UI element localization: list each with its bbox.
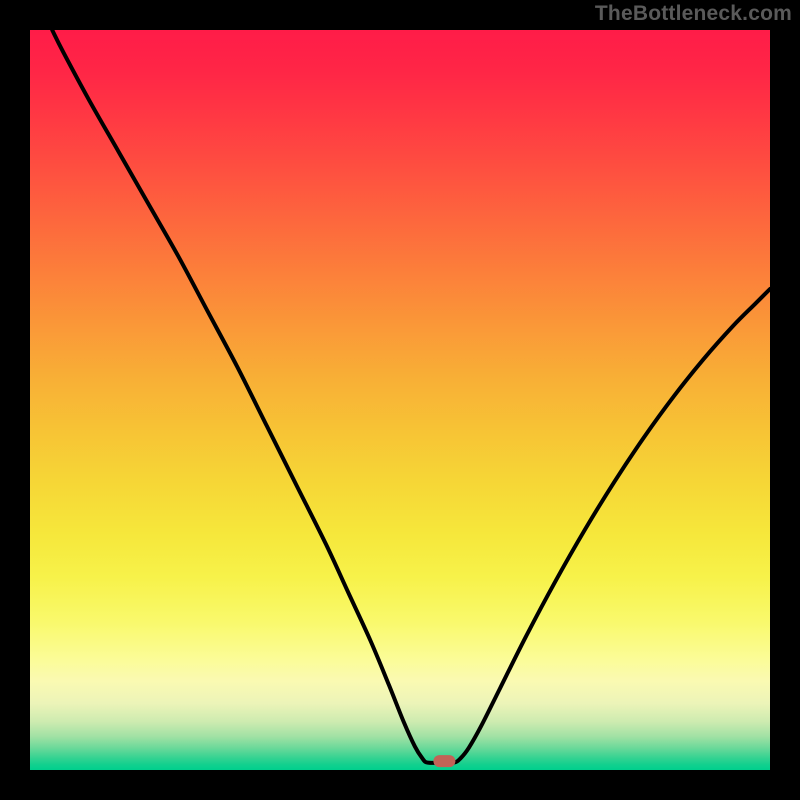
plot-background xyxy=(30,30,770,770)
optimum-marker xyxy=(433,755,455,767)
watermark-text: TheBottleneck.com xyxy=(595,2,792,26)
bottleneck-chart xyxy=(0,0,800,800)
chart-container: { "watermark": { "text": "TheBottleneck.… xyxy=(0,0,800,800)
